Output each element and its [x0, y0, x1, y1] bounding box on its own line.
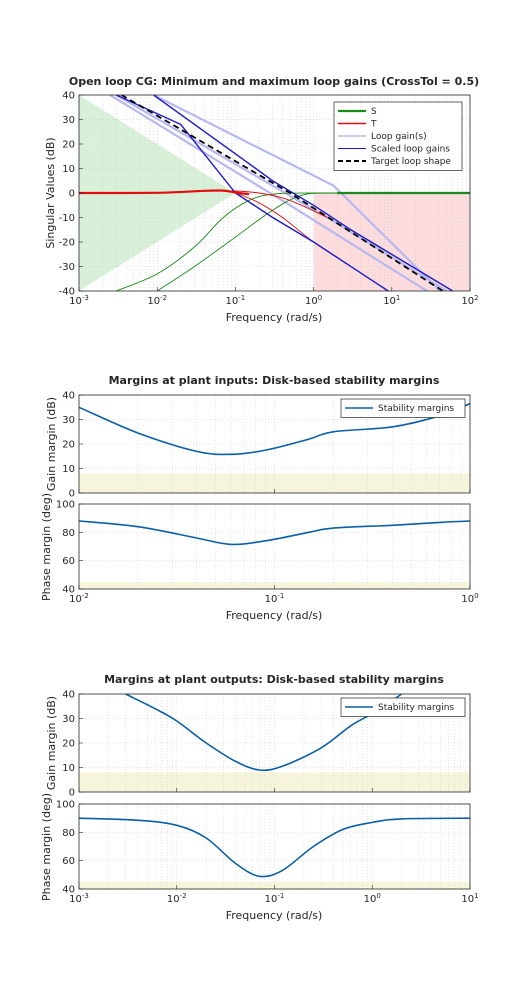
c1-xtick-label: 10-1 [226, 294, 246, 307]
c3-phase-xtick-label: 10-2 [167, 892, 187, 905]
c1-legend-label: Scaled loop gains [371, 145, 450, 155]
c3-gain-ytick-label: 10 [62, 763, 75, 774]
c1-ytick-label: 0 [69, 189, 75, 200]
chart-1-open-loop-gains: Open loop CG: Minimum and maximum loop g… [44, 75, 479, 324]
c2-gain-bound-band [79, 473, 470, 493]
c1-series-scaled_loop_gains [116, 95, 389, 291]
c1-ytick-label: 40 [62, 91, 75, 102]
c3-phase-xtick-label: 100 [364, 892, 381, 905]
c2-phase-xtick-label: 10-2 [69, 592, 89, 605]
c1-legend-label: Target loop shape [370, 157, 451, 167]
c3-gain-ytick-label: 40 [62, 690, 75, 701]
c3-legend-label: Stability margins [378, 703, 454, 713]
c1-ytick-label: 30 [62, 115, 75, 126]
c3-phase-stability-margins-line [79, 817, 470, 878]
c3-phase-ytick-label: 80 [62, 828, 75, 839]
c1-ytick-label: -20 [59, 238, 75, 249]
chart-3-gain-ylabel: Gain margin (dB) [45, 696, 58, 790]
c3-phase-ytick-label: 60 [62, 856, 75, 867]
c1-xtick-label: 100 [305, 294, 322, 307]
c2-gain-ytick-label: 20 [62, 440, 75, 451]
c3-phase-ytick-label: 100 [56, 800, 75, 811]
c1-ytick-label: 10 [62, 164, 75, 175]
c1-series-scaled_loop_gains [153, 95, 454, 291]
c1-series-T-flat [79, 189, 250, 196]
c3-phase-ytick-label: 40 [62, 885, 75, 896]
chart-1-xlabel: Frequency (rad/s) [226, 311, 323, 324]
c1-series-loop_gain [153, 95, 442, 291]
c3-phase-xtick-label: 10-1 [265, 892, 285, 905]
c3-gain-ytick-label: 30 [62, 714, 75, 725]
c1-xtick-label: 101 [383, 294, 400, 307]
c1-legend-label: T [370, 120, 377, 130]
c3-legend-box [340, 697, 466, 717]
c2-gain-ytick-label: 30 [62, 415, 75, 426]
c3-gain-stability-margins-line [125, 694, 403, 772]
chart-3-phase-ylabel: Phase margin (deg) [40, 793, 53, 901]
c3-gain-plot-area [79, 694, 470, 792]
chart-3-title: Margins at plant outputs: Disk-based sta… [104, 673, 444, 686]
c2-gain-stability-margins-line [79, 402, 470, 456]
c1-xtick-label: 10-3 [69, 294, 89, 307]
c2-phase-ytick-label: 80 [62, 528, 75, 539]
chart-1-title: Open loop CG: Minimum and maximum loop g… [69, 75, 479, 88]
c2-phase-plot-area [79, 504, 470, 589]
c3-phase-xtick-label: 10-3 [69, 892, 89, 905]
c2-phase-stability-margins-line [79, 520, 470, 546]
c2-legend-label: Stability margins [378, 404, 454, 414]
c2-phase-xtick-label: 100 [461, 592, 478, 605]
chart-3-xlabel: Frequency (rad/s) [226, 909, 323, 922]
chart-2-phase-ylabel: Phase margin (deg) [40, 493, 53, 601]
c2-phase-ytick-label: 40 [62, 585, 75, 596]
c1-xtick-label: 10-2 [147, 294, 167, 307]
c2-phase-ytick-label: 60 [62, 556, 75, 567]
c1-xtick-label: 102 [461, 294, 478, 307]
c2-gain-ytick-label: 10 [62, 464, 75, 475]
c1-ytick-label: -30 [59, 262, 75, 273]
c2-gain-plot-area [79, 395, 470, 493]
chart-2-plant-inputs: Margins at plant inputs: Disk-based stab… [40, 374, 479, 622]
c2-phase-xtick-label: 10-1 [265, 592, 285, 605]
c1-ytick-label: -40 [59, 287, 75, 298]
c1-ytick-label: -10 [59, 213, 75, 224]
chart-2-xlabel: Frequency (rad/s) [226, 609, 323, 622]
chart-2-gain-ylabel: Gain margin (dB) [45, 397, 58, 491]
c2-legend-box [340, 398, 466, 418]
c2-gain-ytick-label: 0 [69, 489, 75, 500]
c2-phase-ytick-label: 100 [56, 500, 75, 511]
c3-gain-ytick-label: 20 [62, 739, 75, 750]
c1-series-target_loop_shape [121, 95, 444, 291]
chart-1-ylabel: Singular Values (dB) [44, 137, 57, 248]
c1-legend-label: Loop gain(s) [371, 132, 427, 142]
c1-legend-label: S [371, 107, 377, 117]
c3-gain-ytick-label: 0 [69, 788, 75, 799]
chart-2-title: Margins at plant inputs: Disk-based stab… [109, 374, 440, 387]
c1-plot-area [79, 95, 470, 291]
c2-gain-ytick-label: 40 [62, 391, 75, 402]
c1-ytick-label: 20 [62, 140, 75, 151]
chart-3-plant-outputs: Margins at plant outputs: Disk-based sta… [40, 673, 479, 922]
c1-series-loop_gain [109, 95, 429, 291]
c3-phase-xtick-label: 101 [461, 892, 478, 905]
